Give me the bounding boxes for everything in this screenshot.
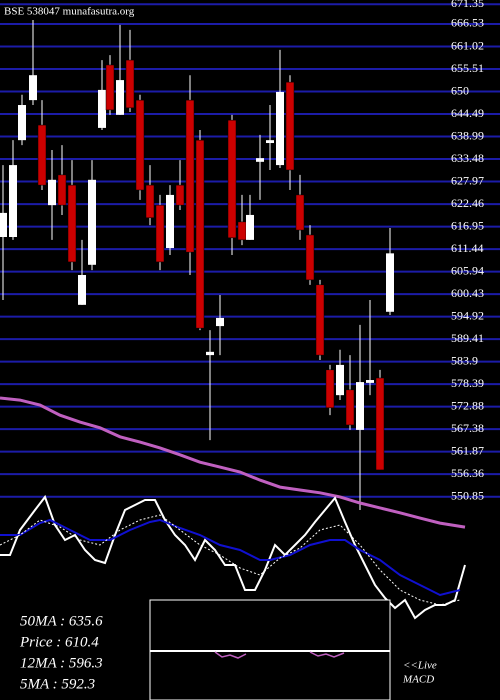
candle-body	[135, 99, 145, 191]
candle-body	[37, 124, 47, 186]
y-tick-label: 627.97	[451, 173, 484, 187]
y-tick-label: 567.38	[451, 421, 484, 435]
candle-body	[295, 194, 305, 231]
y-tick-label: 600.43	[451, 286, 484, 300]
candle-body	[345, 389, 355, 426]
candle-body	[315, 284, 325, 356]
candle-body	[366, 380, 374, 383]
candle-body	[386, 253, 394, 312]
candle-body	[276, 91, 284, 166]
y-tick-label: 578.39	[451, 376, 484, 390]
y-tick-label: 611.44	[451, 241, 484, 255]
y-tick-label: 638.99	[451, 128, 484, 142]
candle-body	[116, 80, 124, 115]
candle-body	[266, 140, 274, 144]
y-tick-label: 655.51	[451, 61, 484, 75]
candle-body	[237, 221, 247, 241]
info-label: 50MA : 635.6	[20, 613, 103, 629]
live-label: <<Live	[403, 660, 437, 672]
y-tick-label: 561.87	[451, 443, 484, 457]
macd-line	[0, 514, 461, 606]
y-tick-label: 550.85	[451, 488, 484, 502]
candle-body	[206, 351, 214, 356]
candle-body	[305, 234, 315, 281]
candle-body	[9, 165, 17, 238]
candle-body	[195, 139, 205, 329]
candle-body	[166, 194, 174, 249]
chart-title: BSE 538047 munafasutra.org	[4, 6, 135, 18]
candle-body	[29, 75, 37, 101]
y-tick-label: 633.48	[451, 151, 484, 165]
candle-body	[48, 179, 56, 206]
moving-average	[0, 396, 466, 529]
candle-body	[18, 105, 26, 141]
candle-body	[375, 377, 385, 471]
info-label: 12MA : 596.3	[20, 655, 103, 671]
candle-body	[155, 204, 165, 263]
candle-body	[145, 184, 155, 219]
info-label: 5MA : 592.3	[20, 676, 95, 692]
candle-body	[336, 364, 344, 396]
candle-body	[0, 212, 7, 238]
y-tick-label: 661.02	[451, 38, 484, 52]
macd-histogram	[309, 651, 345, 658]
candle-body	[216, 317, 224, 327]
y-tick-label: 589.41	[451, 331, 484, 345]
candle-body	[256, 158, 264, 162]
grid	[0, 3, 500, 498]
candle-body	[246, 214, 254, 240]
y-tick-label: 556.36	[451, 466, 484, 480]
macd-line	[0, 518, 461, 597]
candle-body	[185, 99, 195, 253]
candle-body	[57, 174, 67, 206]
macd-label: MACD	[402, 674, 434, 686]
y-tick-label: 644.49	[451, 106, 484, 120]
candle-body	[105, 64, 115, 111]
candle-body	[356, 382, 364, 430]
candle-body	[98, 89, 106, 128]
y-tick-label: 671.35	[451, 0, 484, 10]
y-tick-label: 622.46	[451, 196, 484, 210]
macd-histogram	[214, 651, 247, 659]
candle-body	[125, 59, 135, 109]
candle-body	[285, 81, 295, 171]
y-tick-label: 666.53	[451, 16, 484, 30]
plot: 671.35 666.53 661.02 655.51 650 644.49 638.99 6…	[0, 0, 484, 620]
y-tick-label: 616.95	[451, 218, 484, 232]
y-tick-label: 583.9	[451, 353, 478, 367]
candle-body	[175, 184, 185, 206]
candle-body	[88, 179, 96, 265]
y-tick-label: 605.94	[451, 263, 484, 277]
candle-body	[325, 369, 335, 409]
y-tick-label: 650	[451, 83, 469, 97]
y-tick-label: 594.92	[451, 308, 484, 322]
candle-body	[78, 275, 86, 305]
candle-body	[227, 119, 237, 239]
candle-body	[67, 184, 77, 263]
info-label: Price : 610.4	[19, 634, 99, 650]
y-tick-label: 572.88	[451, 398, 484, 412]
